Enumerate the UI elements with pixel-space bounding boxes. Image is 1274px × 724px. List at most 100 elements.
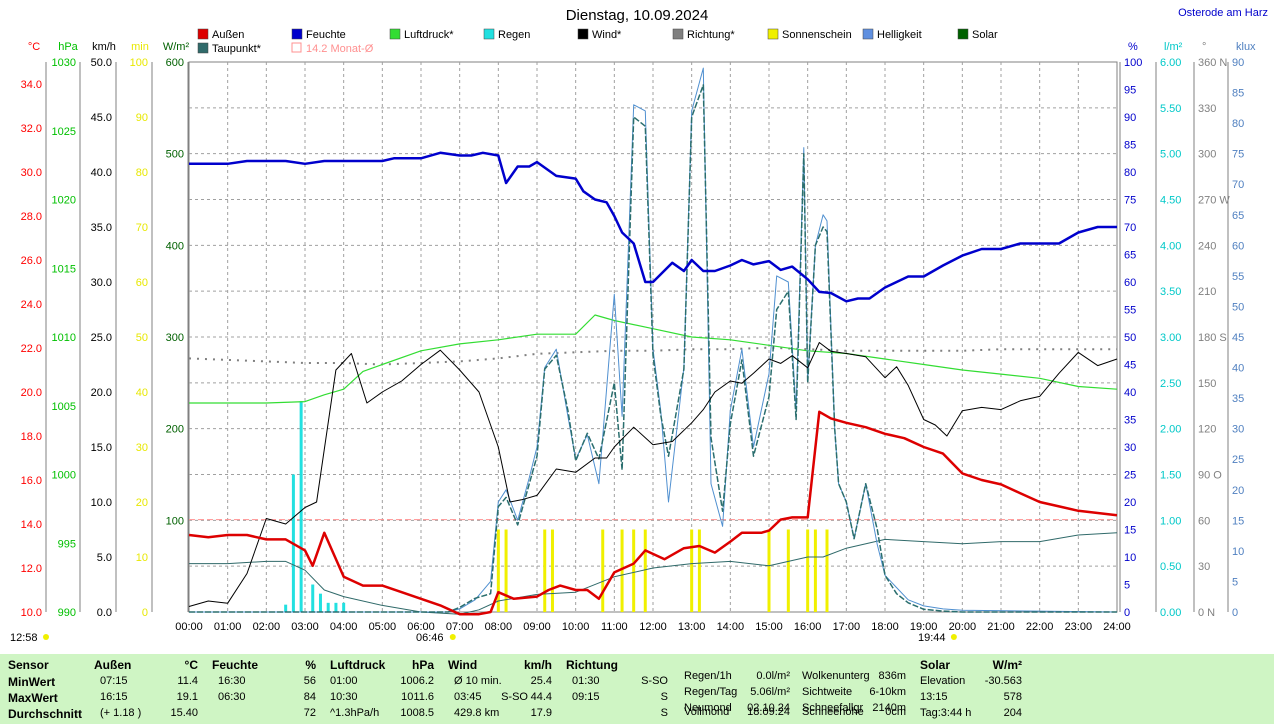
sunset-time: 19:44 [918, 632, 946, 644]
axis-tick-label: 34.0 [21, 79, 42, 91]
x-tick-label: 23:00 [1065, 621, 1093, 633]
axis-tick-label: 3.00 [1160, 332, 1181, 344]
axis-tick-label: 20 [1124, 497, 1136, 509]
extra-label: Schneefallgr [802, 702, 864, 714]
header-sensor: Sensor [8, 658, 49, 672]
legend-swatch [197, 28, 209, 40]
axis-tick-label: 60 [1124, 277, 1136, 289]
bar-sonnenschein [643, 529, 647, 612]
luftdruck-time: 10:30 [330, 691, 358, 703]
bar-sonnenschein [813, 529, 817, 612]
axis-tick-label: 4.50 [1160, 195, 1181, 207]
bar-regen [334, 602, 338, 612]
axis-tick-label: 80 [1232, 118, 1244, 130]
axis-unit-label: l/m² [1164, 41, 1183, 53]
header-feuchte-unit: % [305, 658, 316, 672]
axis-tick-label: 200 [166, 424, 184, 436]
bar-sonnenschein [690, 529, 694, 612]
axis-tick-label: 990 [58, 607, 76, 619]
solar-value: 578 [1003, 691, 1022, 703]
corner-sun-marker [43, 634, 49, 640]
axis-tick-label: 30 [1232, 424, 1244, 436]
axis-tick-label: 3.50 [1160, 286, 1181, 298]
wind-time: 03:45 [454, 691, 482, 703]
axis-tick-label: 50.0 [91, 57, 112, 69]
x-tick-label: 18:00 [871, 621, 899, 633]
axis-tick-label: 5.50 [1160, 103, 1181, 115]
series-line-solar [189, 84, 1117, 613]
axis-tick-label: 1025 [52, 126, 76, 138]
axis-tick-label: 22.0 [21, 343, 42, 355]
feuchte-time: 16:30 [218, 675, 246, 687]
richtung-value: S [660, 691, 668, 703]
axis-tick-label: 1030 [52, 57, 76, 69]
feuchte-value: 84 [303, 691, 316, 703]
x-tick-label: 13:00 [678, 621, 706, 633]
bar-sonnenschein [697, 529, 701, 612]
axis-unit-label: hPa [58, 41, 78, 53]
axis-tick-label: 270 W [1198, 195, 1230, 207]
x-tick-label: 15:00 [755, 621, 783, 633]
aussen-value: 15.40 [170, 707, 198, 719]
x-tick-label: 04:00 [330, 621, 358, 633]
axis-tick-label: 5.00 [1160, 149, 1181, 161]
axis-tick-label: 80 [1124, 167, 1136, 179]
axis-tick-label: 100 [130, 57, 148, 69]
axis-tick-label: 95 [1124, 85, 1136, 97]
sunrise-time: 06:46 [416, 632, 444, 644]
axis-tick-label: 0.00 [1160, 607, 1181, 619]
luftdruck-time: ^1.3hPa/h [330, 707, 380, 719]
wind-value: 17.9 [530, 707, 552, 719]
axis-unit-label: km/h [92, 41, 116, 53]
luftdruck-value: 1008.5 [400, 707, 434, 719]
axis-tick-label: 210 [1198, 286, 1216, 298]
axis-tick-label: 20.0 [91, 387, 112, 399]
header-richtung: Richtung [566, 658, 618, 672]
axis-tick-label: 85 [1124, 140, 1136, 152]
axis-tick-label: 5.0 [97, 552, 112, 564]
x-tick-label: 09:00 [523, 621, 551, 633]
bar-regen [326, 602, 330, 612]
row-label: MinWert [8, 675, 56, 689]
extra-value: 2140m [872, 702, 906, 714]
axis-tick-label: 5 [1232, 576, 1238, 588]
solar-label: Elevation [920, 675, 966, 687]
x-tick-label: 06:00 [407, 621, 435, 633]
axis-tick-label: 10 [136, 552, 148, 564]
legend: Außen Taupunkt* Feuchte 14.2 Monat-Ø Luftdru… [197, 28, 998, 55]
axis-tick-label: 30.0 [91, 277, 112, 289]
wind-time: Ø 10 min. [454, 675, 502, 687]
axis-tick-label: 6.00 [1160, 57, 1181, 69]
axis-tick-label: 1015 [52, 263, 76, 275]
axis-tick-label: 18.0 [21, 431, 42, 443]
axis-tick-label: 0 [1232, 607, 1238, 619]
legend-entry: Sonnenschein [782, 29, 852, 41]
aussen-time: 16:15 [100, 691, 128, 703]
axis-tick-label: 150 [1198, 378, 1216, 390]
x-tick-label: 02:00 [253, 621, 281, 633]
axis-tick-label: 1005 [52, 401, 76, 413]
x-tick-label: 10:00 [562, 621, 590, 633]
feuchte-time: 06:30 [218, 691, 246, 703]
extra-value: 836m [878, 670, 906, 682]
axis-tick-label: 80 [136, 167, 148, 179]
solar-label: Tag:3:44 h [920, 707, 972, 719]
axis-tick-label: 65 [1124, 250, 1136, 262]
legend-entry: Außen [212, 29, 244, 41]
extra-label: Sichtweite [802, 686, 853, 698]
x-tick-label: 07:00 [446, 621, 474, 633]
x-tick-label: 05:00 [369, 621, 397, 633]
axis-tick-label: 1.00 [1160, 515, 1181, 527]
extra-value: 0.0l/m² [756, 670, 790, 682]
luftdruck-value: 1006.2 [400, 675, 434, 687]
extra-label: Schneehöhe [802, 706, 864, 718]
sun-times: 12:58 06:46 19:44 [10, 632, 957, 644]
bar-sonnenschein [767, 529, 771, 612]
wind-value: 44.4 [530, 691, 552, 703]
bar-sonnenschein [806, 529, 810, 612]
extra-value: 02.10.24 [747, 702, 790, 714]
x-tick-label: 08:00 [485, 621, 513, 633]
station-name: Osterode am Harz [1178, 7, 1268, 19]
axis-unit-label: W/m² [163, 41, 190, 53]
axis-tick-label: 15 [1124, 525, 1136, 537]
